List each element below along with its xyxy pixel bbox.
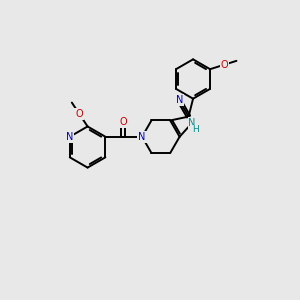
Text: N: N	[138, 132, 146, 142]
Text: O: O	[119, 116, 127, 127]
Text: N: N	[138, 132, 146, 142]
Text: N: N	[66, 132, 74, 142]
Text: N: N	[176, 95, 183, 105]
Text: H: H	[192, 125, 199, 134]
Text: N: N	[188, 118, 196, 128]
Text: O: O	[221, 60, 228, 70]
Text: O: O	[75, 109, 83, 119]
